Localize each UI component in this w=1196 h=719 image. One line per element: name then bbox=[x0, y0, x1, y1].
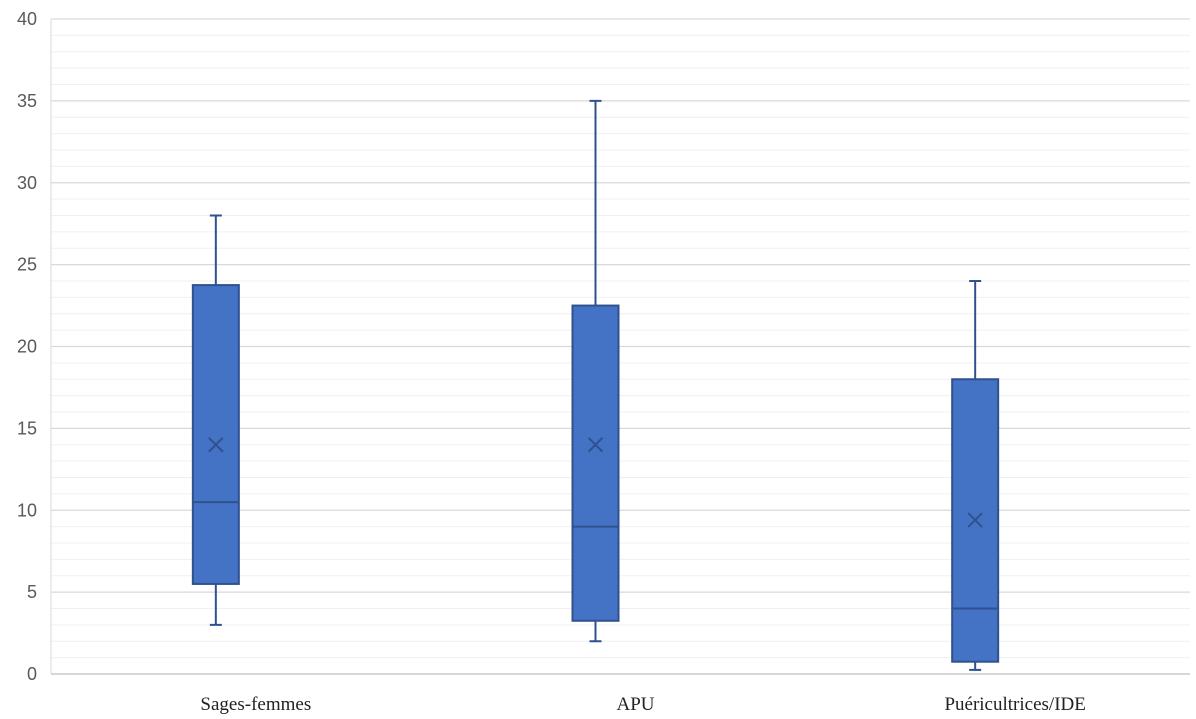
x-axis-ticks: Sages-femmes APU Puéricultrices/IDE bbox=[200, 694, 1085, 715]
box-1 bbox=[191, 214, 240, 626]
y-tick-label: 0 bbox=[27, 664, 37, 684]
box-2 bbox=[571, 99, 620, 643]
y-tick-label: 10 bbox=[17, 500, 37, 520]
x-tick-label: APU bbox=[616, 694, 654, 715]
box-series bbox=[191, 99, 1000, 671]
x-tick-label: Sages-femmes bbox=[200, 694, 311, 715]
grid-lines bbox=[50, 18, 1190, 675]
mean-marker bbox=[587, 437, 604, 453]
box-3 bbox=[951, 280, 1000, 671]
y-tick-label: 25 bbox=[17, 255, 37, 275]
y-tick-label: 20 bbox=[17, 337, 37, 357]
y-tick-label: 35 bbox=[17, 91, 37, 111]
y-tick-label: 15 bbox=[17, 418, 37, 438]
mean-marker bbox=[967, 512, 983, 528]
iqr-box bbox=[191, 284, 240, 585]
x-tick-label: Puéricultrices/IDE bbox=[944, 694, 1085, 715]
y-tick-label: 40 bbox=[17, 9, 37, 29]
y-tick-label: 5 bbox=[27, 582, 37, 602]
y-axis-ticks: 0 5 10 15 20 25 30 35 40 bbox=[17, 9, 37, 684]
y-tick-label: 30 bbox=[17, 173, 37, 193]
iqr-box bbox=[571, 304, 620, 622]
mean-marker bbox=[208, 437, 224, 453]
